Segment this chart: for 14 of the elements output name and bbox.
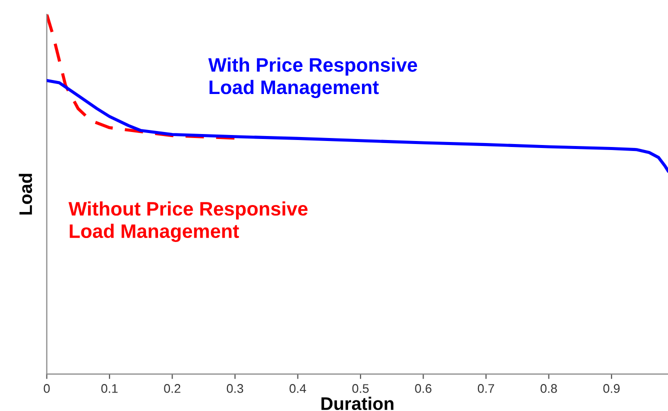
y-axis-title: Load [18,174,32,215]
x-tick-label: 0.5 [352,384,369,393]
x-tick-label: 0.1 [101,384,118,393]
x-tick-label: 0.9 [603,384,620,393]
x-tick-label: 0.6 [415,384,432,393]
x-tick-label: 0.2 [164,384,180,393]
series-label: With Price Responsive Load Management [208,58,418,98]
x-tick-label: 0.8 [540,384,557,393]
x-axis-title: Duration [321,396,394,410]
x-tick-label: 0 [44,384,50,393]
x-tick-label: 0.4 [290,384,306,393]
x-tick-label: 0.7 [478,384,494,393]
x-tick-label: 0.3 [226,384,244,393]
text: Without Price Responsive Load Management [68,201,308,242]
